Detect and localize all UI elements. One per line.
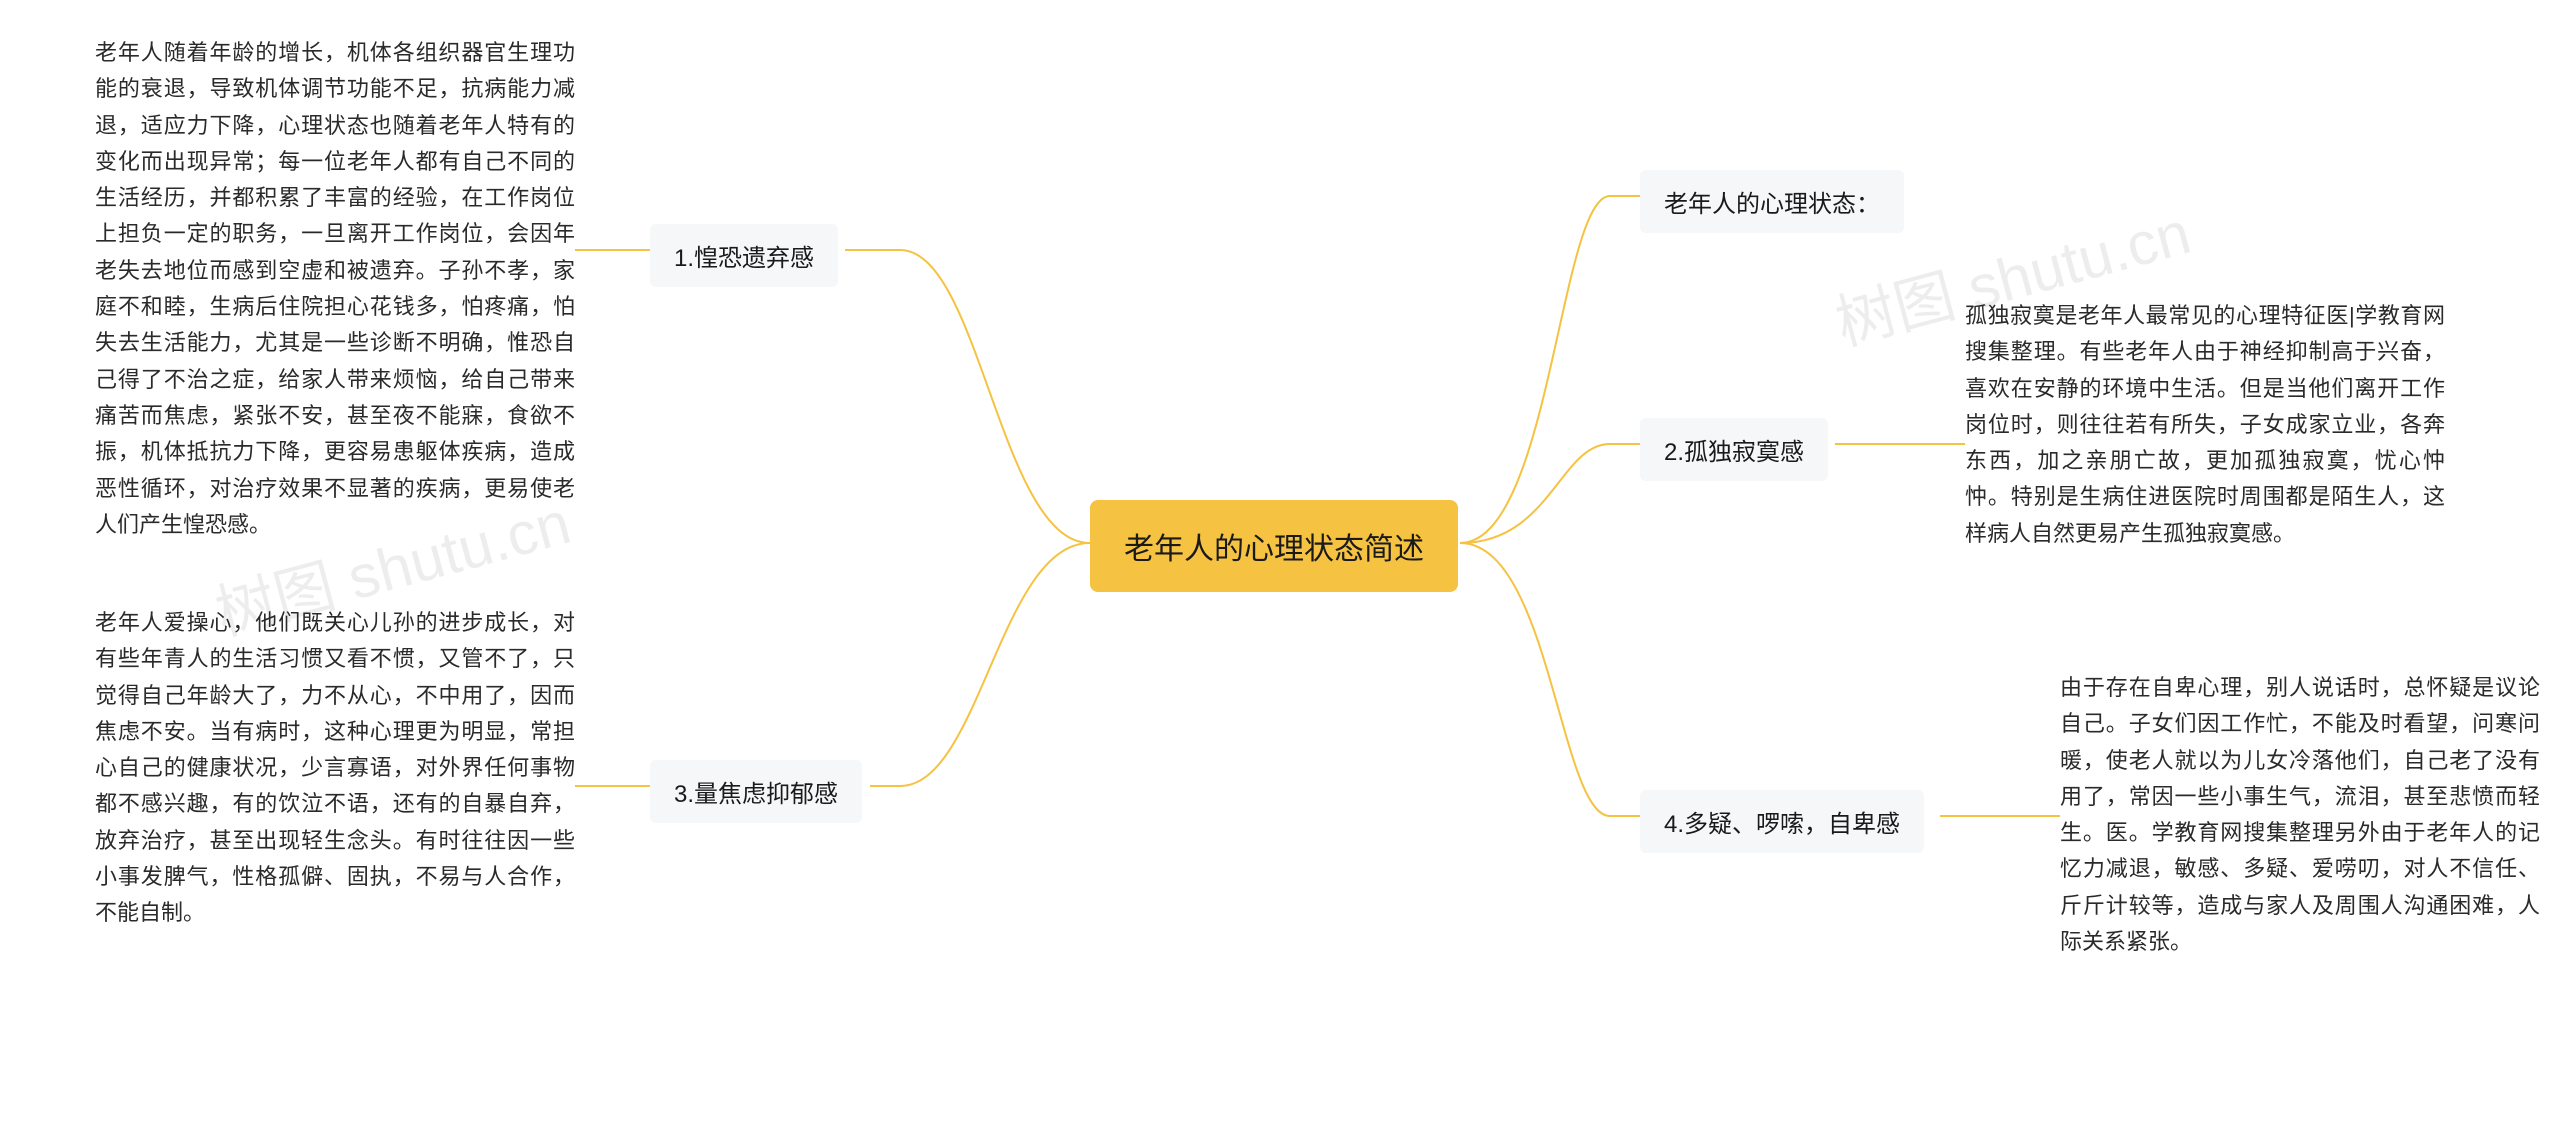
desc-left-2: 老年人爱操心，他们既关心儿孙的进步成长，对有些年青人的生活习惯又看不惯，又管不了… [95,605,575,932]
desc-right-3: 由于存在自卑心理，别人说话时，总怀疑是议论自己。子女们因工作忙，不能及时看望，问… [2060,670,2540,960]
desc-left-1: 老年人随着年龄的增长，机体各组织器官生理功能的衰退，导致机体调节功能不足，抗病能… [95,35,575,543]
branch-right-2[interactable]: 2.孤独寂寞感 [1640,418,1828,481]
center-topic[interactable]: 老年人的心理状态简述 [1090,500,1458,592]
branch-left-2[interactable]: 3.量焦虑抑郁感 [650,760,862,823]
branch-right-3[interactable]: 4.多疑、啰嗦，自卑感 [1640,790,1924,853]
desc-right-2: 孤独寂寞是老年人最常见的心理特征医|学教育网搜集整理。有些老年人由于神经抑制高于… [1965,298,2445,552]
branch-left-1[interactable]: 1.惶恐遗弃感 [650,224,838,287]
branch-right-1[interactable]: 老年人的心理状态： [1640,170,1904,233]
